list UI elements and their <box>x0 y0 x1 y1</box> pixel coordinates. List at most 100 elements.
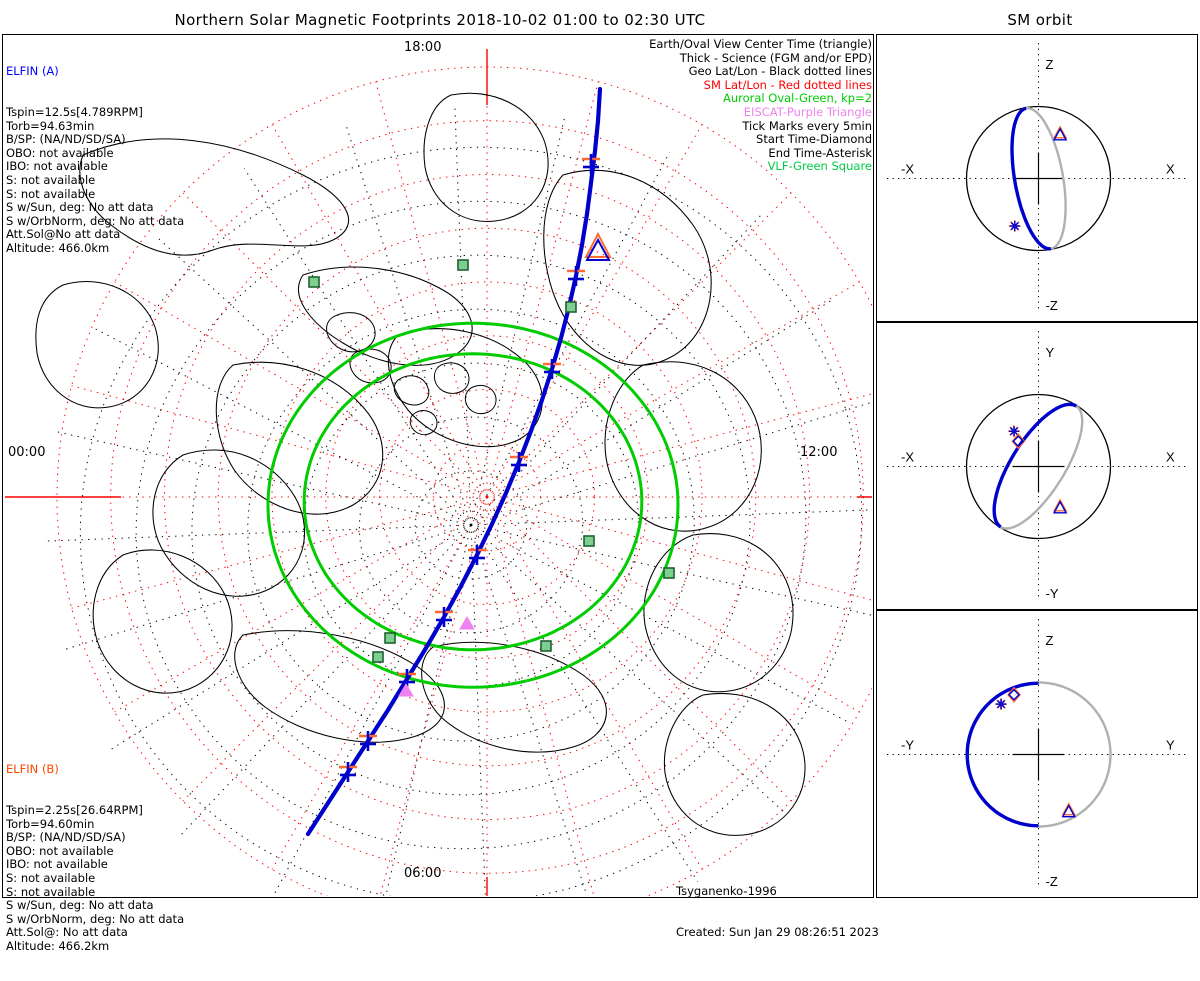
marker-asterisk-blue <box>1009 427 1019 436</box>
coastline <box>423 92 549 222</box>
sm-latitude-ring <box>217 227 757 767</box>
geo-latitude-ring <box>135 200 807 850</box>
info-line: OBO: not available <box>6 843 114 858</box>
axis-label-left: -X <box>901 162 914 177</box>
triangle-blue <box>585 237 611 261</box>
legend-entry: Start Time-Diamond <box>756 132 872 147</box>
elfin-a-info: ELFIN (A) Tspin=12.5s[4.789RPM] Torb=94.6… <box>6 38 184 283</box>
sm-meridian <box>486 393 872 498</box>
marker-asterisk-blue <box>996 700 1006 709</box>
orbit-panel-xz: Z -Z -X X <box>876 34 1198 322</box>
coastline <box>604 361 762 532</box>
info-line: Tspin=12.5s[4.789RPM] <box>6 104 143 119</box>
sm-latitude-ring <box>325 335 649 659</box>
axis-label-right: Y <box>1166 738 1175 753</box>
axis-label-down: -Z <box>1046 298 1058 313</box>
vlf-square <box>372 651 384 663</box>
sm-meridian <box>486 124 703 498</box>
geo-meridian <box>470 152 671 526</box>
geo-meridian <box>385 524 472 896</box>
elfin-b-header: ELFIN (B) <box>6 762 59 777</box>
orbit-track <box>992 402 1078 529</box>
track-tick <box>468 545 486 565</box>
legend: Earth/Oval View Center Time (triangle) Th… <box>649 37 872 174</box>
sm-meridian <box>375 81 488 498</box>
mlt-label-18: 18:00 <box>404 40 442 55</box>
info-line: Att.Sol@: No att data <box>6 925 128 940</box>
axis-label-left: -Y <box>901 738 914 753</box>
created-timestamp: Created: Sun Jan 29 08:26:51 2023 <box>676 924 879 939</box>
earth-circle <box>965 105 1112 252</box>
coastline <box>152 449 306 597</box>
sm-latitude-ring <box>271 281 703 713</box>
orbit-plot-yz: Z -Z -Y Y <box>887 619 1186 889</box>
orbit-plot-xz: Z -Z -X X <box>887 43 1186 313</box>
legend-entry: Thick - Science (FGM and/or EPD) <box>679 50 872 65</box>
geo-meridian <box>470 524 588 896</box>
track-tick <box>567 266 585 286</box>
marker-diamond-orange <box>1011 433 1026 450</box>
info-line: IBO: not available <box>6 159 108 174</box>
legend-entry: EISCAT-Purple Triangle <box>743 104 872 119</box>
legend-entry: Geo Lat/Lon - Black dotted lines <box>688 64 872 79</box>
info-line: B/SP: (NA/ND/SD/SA) <box>6 830 126 845</box>
coastline <box>421 641 607 753</box>
geo-meridian <box>45 524 472 542</box>
info-line: S w/Sun, deg: No att data <box>6 898 154 913</box>
orbit-panel-title: SM orbit <box>1007 11 1073 29</box>
sm-latitude-ring <box>379 389 595 605</box>
vlf-square <box>384 632 396 644</box>
page-title: Northern Solar Magnetic Footprints 2018-… <box>174 11 706 29</box>
view-center-triangle <box>584 231 612 261</box>
axis-label-down: -Z <box>1046 874 1058 889</box>
track-tick <box>510 452 528 472</box>
vlf-square <box>583 535 595 547</box>
eiscat-triangle <box>459 616 475 630</box>
info-line: S: not available <box>6 172 96 187</box>
coastline <box>543 169 712 366</box>
mlt-label-12: 12:00 <box>800 445 838 460</box>
marker-triangle-orange <box>1052 125 1068 139</box>
geo-latitude-ring <box>79 146 863 896</box>
coastline-island <box>434 362 470 394</box>
earth-circle <box>965 393 1112 540</box>
coastline-island <box>349 348 392 384</box>
coastline <box>663 693 806 836</box>
geo-meridian <box>470 524 848 723</box>
geo-meridian <box>181 524 472 835</box>
coastline <box>79 138 350 256</box>
sm-meridian <box>486 496 595 896</box>
track-tick <box>582 154 600 174</box>
coastline <box>387 328 543 448</box>
geo-meridian <box>110 524 472 750</box>
track-tick <box>359 731 377 751</box>
coastline <box>297 266 473 366</box>
marker-triangle-blue <box>1052 127 1068 141</box>
geo-meridian <box>470 509 872 526</box>
geo-meridian <box>243 168 472 526</box>
marker-diamond-blue <box>1008 688 1021 701</box>
info-line: Torb=94.63min <box>6 118 95 133</box>
info-line: IBO: not available <box>6 857 108 872</box>
marker-asterisk-blue <box>1010 221 1019 231</box>
marker-triangle-blue <box>1061 804 1076 818</box>
auroral-oval-outer <box>266 321 680 689</box>
model-name: Tsyganenko-1996 <box>676 884 777 899</box>
axis-label-right: X <box>1166 450 1175 465</box>
orbit-trail <box>1025 106 1067 250</box>
axis-label-up: Z <box>1046 633 1054 648</box>
mlt-label-00: 00:00 <box>8 445 46 460</box>
geo-meridian <box>55 431 472 526</box>
geo-meridian <box>470 524 784 812</box>
legend-entry: SM Lat/Lon - Red dotted lines <box>703 77 872 92</box>
orbit-track <box>1010 106 1052 251</box>
axis-label-up: Y <box>1046 345 1055 360</box>
marker-triangle-orange <box>1052 498 1068 512</box>
geo-latitude-ring <box>358 416 584 634</box>
figure-root: Northern Solar Magnetic Footprints 2018-… <box>2 11 1198 953</box>
polar-map-panel <box>2 34 874 898</box>
geo-meridian <box>272 524 472 896</box>
orbit-plot-xy: Y -Y -X X <box>887 331 1186 601</box>
mlt-label-06: 06:00 <box>404 866 442 881</box>
orbit-track <box>965 681 1039 828</box>
